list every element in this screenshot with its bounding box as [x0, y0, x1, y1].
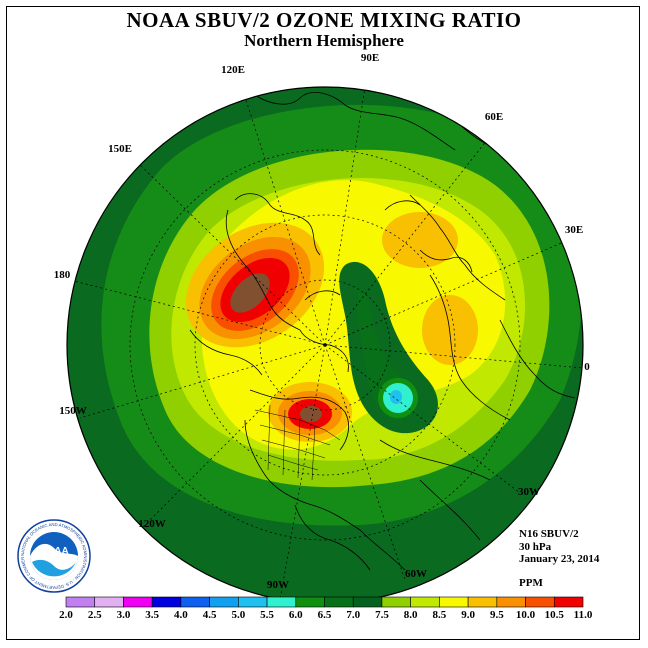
graticule — [69, 87, 583, 601]
noaa-logo: NOAA NATIONAL OCEANIC AND ATMOSPHERIC AD… — [16, 518, 91, 593]
lon-label-150e: 150E — [108, 143, 132, 155]
ozone-band-11.0-na — [300, 406, 322, 422]
lon-label-30w: 30W — [518, 486, 540, 498]
lon-label-60w: 60W — [405, 568, 427, 580]
plot-frame — [6, 6, 640, 640]
coastlines — [189, 91, 576, 571]
page-title: NOAA SBUV/2 OZONE MIXING RATIO — [126, 8, 522, 32]
lon-label-90e: 90E — [361, 52, 379, 64]
ozone-band-11.0-west — [230, 273, 270, 313]
pressure-level-label: 30 hPa — [519, 541, 552, 553]
lon-label-30e: 30E — [565, 224, 583, 236]
unit-label: PPM — [519, 577, 543, 589]
lon-label-60e: 60E — [485, 111, 503, 123]
lon-label-150w: 150W — [59, 405, 87, 417]
satellite-label: N16 SBUV/2 — [519, 528, 579, 540]
lon-label-120w: 120W — [138, 518, 166, 530]
lon-label-180: 180 — [54, 269, 71, 281]
lon-label-120e: 120E — [221, 64, 245, 76]
us-state-lines — [254, 404, 341, 481]
lon-label-90w: 90W — [267, 579, 289, 591]
page-subtitle: Northern Hemisphere — [244, 31, 404, 50]
ozone-band-9.0-africa — [422, 295, 478, 365]
lon-label-0: 0 — [584, 361, 590, 373]
ozone-vortex-5.0 — [390, 390, 402, 404]
date-label: January 23, 2014 — [519, 553, 600, 565]
logo-text: NOAA — [39, 546, 68, 557]
